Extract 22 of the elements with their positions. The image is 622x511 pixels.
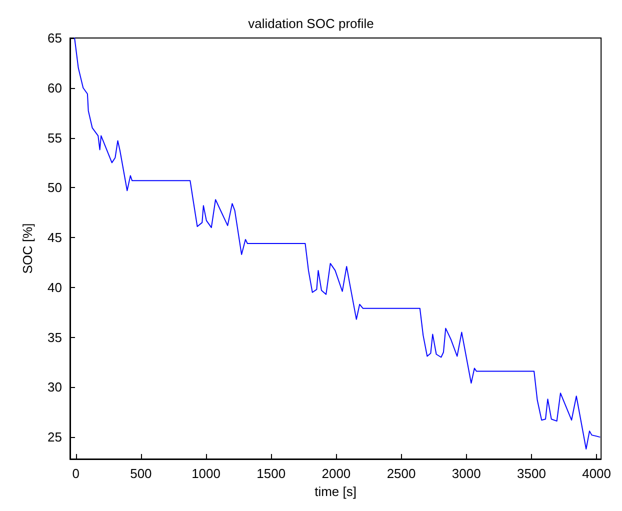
x-tick-label: 2000 — [322, 466, 351, 481]
x-tick-label: 3500 — [516, 466, 546, 481]
line-series — [74, 38, 600, 450]
y-tick-label: 40 — [48, 280, 62, 295]
y-tick-label: 35 — [48, 330, 62, 345]
x-axis-title: time [s] — [314, 484, 356, 499]
x-tick-label: 3000 — [452, 466, 481, 481]
y-tick-label: 30 — [48, 380, 62, 395]
x-tick-label: 4000 — [582, 466, 611, 481]
x-tick-label: 1000 — [192, 466, 220, 481]
chart-title: validation SOC profile — [248, 16, 374, 31]
y-tick-label: 65 — [48, 30, 62, 46]
x-tick-label: 1500 — [256, 466, 286, 481]
y-tick-label: 60 — [48, 80, 62, 96]
y-tick-label: 55 — [48, 130, 62, 146]
x-tick-label: 2500 — [386, 466, 416, 481]
x-tick-label: 0 — [72, 466, 80, 481]
y-tick-label: 45 — [48, 230, 62, 246]
x-tick-label: 500 — [130, 466, 152, 481]
y-tick-label: 50 — [48, 180, 62, 196]
y-tick-label: 25 — [48, 430, 62, 445]
y-axis-title: SOC [%] — [20, 223, 35, 274]
